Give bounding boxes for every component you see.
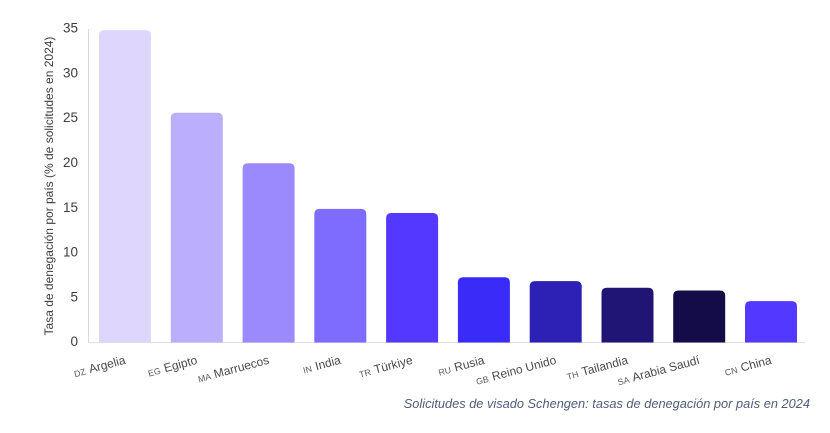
svg-text:Solicitudes de visado Schengen: Solicitudes de visado Schengen: tasas de… <box>404 396 810 411</box>
svg-text:EG Egipto: EG Egipto <box>146 353 199 380</box>
svg-text:Tasa de denegación por país (%: Tasa de denegación por país (% de solici… <box>42 37 56 336</box>
svg-text:CN China: CN China <box>723 353 773 379</box>
svg-text:GB Reino Unido: GB Reino Unido <box>474 353 558 388</box>
svg-text:0: 0 <box>70 334 78 349</box>
svg-text:10: 10 <box>63 245 78 260</box>
svg-text:15: 15 <box>63 200 78 215</box>
svg-text:MA Marruecos: MA Marruecos <box>196 353 270 386</box>
svg-text:5: 5 <box>70 289 78 304</box>
svg-text:25: 25 <box>63 110 78 125</box>
svg-text:20: 20 <box>63 155 78 170</box>
svg-text:30: 30 <box>63 65 78 80</box>
svg-text:TR Türkiye: TR Türkiye <box>357 353 414 381</box>
svg-text:35: 35 <box>63 21 78 36</box>
svg-text:DZ Argelia: DZ Argelia <box>72 353 127 380</box>
svg-text:RU Rusia: RU Rusia <box>437 353 487 379</box>
svg-text:SA Arabia Saudí: SA Arabia Saudí <box>616 353 702 389</box>
svg-text:IN India: IN India <box>301 353 342 377</box>
